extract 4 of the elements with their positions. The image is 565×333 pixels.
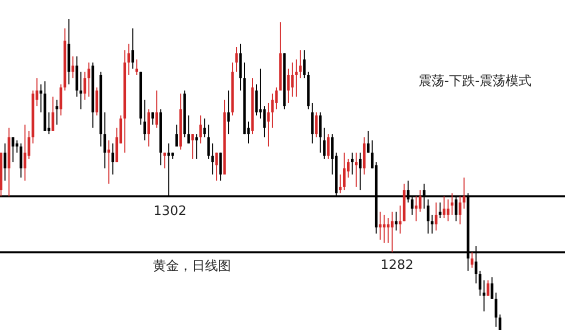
annotation: 1282 [380,258,414,273]
text: 黄金，日线图 [153,259,231,274]
annotation: 震荡-下跌-震荡模式 [418,74,532,89]
annotation: 1302 [153,204,187,219]
